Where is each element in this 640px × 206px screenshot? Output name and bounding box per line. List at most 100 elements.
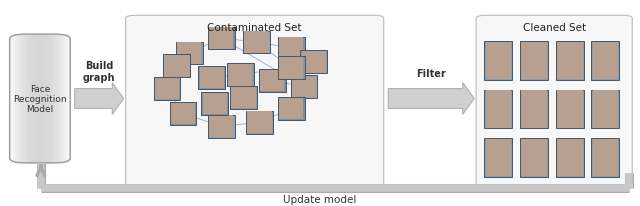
Bar xyxy=(177,43,202,64)
Bar xyxy=(593,91,618,128)
Bar xyxy=(244,32,268,54)
Bar xyxy=(54,35,56,163)
Bar xyxy=(208,115,235,138)
Bar xyxy=(243,32,269,54)
Bar xyxy=(556,90,584,129)
Bar xyxy=(47,35,50,163)
Bar xyxy=(23,35,26,163)
Bar xyxy=(63,35,65,163)
Bar xyxy=(522,42,547,80)
Bar xyxy=(33,35,35,163)
Bar xyxy=(35,35,38,163)
Bar xyxy=(61,35,63,163)
Text: Update model: Update model xyxy=(284,194,356,204)
Bar xyxy=(51,35,52,163)
Bar xyxy=(203,93,227,115)
Bar xyxy=(279,58,303,79)
Bar xyxy=(486,42,511,80)
Bar xyxy=(52,35,54,163)
Text: Cleaned Set: Cleaned Set xyxy=(523,23,586,33)
Bar xyxy=(556,42,584,80)
Bar xyxy=(591,42,620,80)
Bar xyxy=(58,35,60,163)
Bar xyxy=(557,42,582,80)
Bar xyxy=(279,38,303,60)
FancyArrow shape xyxy=(75,83,124,115)
Bar xyxy=(259,70,285,93)
Bar xyxy=(20,35,22,163)
FancyBboxPatch shape xyxy=(476,16,632,188)
Bar xyxy=(40,35,42,163)
Bar xyxy=(484,90,513,129)
FancyBboxPatch shape xyxy=(125,16,384,188)
Bar xyxy=(14,35,17,163)
Bar xyxy=(22,35,24,163)
Text: Build
graph: Build graph xyxy=(83,61,115,82)
Bar xyxy=(209,116,234,137)
Bar xyxy=(591,138,620,177)
Bar xyxy=(154,78,180,101)
Bar xyxy=(227,64,253,87)
Bar xyxy=(171,103,195,125)
Bar xyxy=(209,28,234,50)
Bar xyxy=(28,35,30,163)
Bar xyxy=(34,35,36,163)
Bar xyxy=(198,67,225,90)
Bar xyxy=(557,91,582,128)
Bar xyxy=(593,42,618,80)
Bar xyxy=(208,28,235,50)
Bar xyxy=(232,87,255,109)
FancyArrow shape xyxy=(388,83,474,115)
Bar xyxy=(200,68,224,89)
Text: Contaminated Set: Contaminated Set xyxy=(207,23,302,33)
Bar xyxy=(11,35,13,163)
Bar xyxy=(202,93,228,115)
Bar xyxy=(556,138,584,177)
Bar xyxy=(278,37,305,60)
Bar xyxy=(46,35,48,163)
Bar xyxy=(278,57,305,80)
Bar xyxy=(176,42,203,65)
Bar xyxy=(66,35,68,163)
Bar xyxy=(13,35,15,163)
Bar xyxy=(67,35,69,163)
Bar xyxy=(155,78,179,100)
Bar xyxy=(300,51,327,74)
Bar xyxy=(486,91,511,128)
Bar xyxy=(164,56,189,77)
Bar xyxy=(60,35,62,163)
Bar xyxy=(520,90,548,129)
Bar xyxy=(163,55,190,78)
Bar xyxy=(17,35,19,163)
Bar xyxy=(25,35,27,163)
Bar xyxy=(301,52,326,73)
Bar xyxy=(19,35,21,163)
Bar xyxy=(170,102,196,125)
Bar xyxy=(49,35,51,163)
Bar xyxy=(37,35,39,163)
Bar xyxy=(45,35,47,163)
Bar xyxy=(522,139,547,176)
Bar xyxy=(38,35,40,163)
Bar xyxy=(42,35,44,163)
Bar xyxy=(522,91,547,128)
Bar xyxy=(520,42,548,80)
Bar xyxy=(29,35,31,163)
Bar xyxy=(484,42,513,80)
Bar xyxy=(486,139,511,176)
Bar xyxy=(10,35,12,163)
Bar xyxy=(292,76,316,98)
Bar xyxy=(260,70,284,92)
Text: Filter: Filter xyxy=(417,68,446,78)
Bar xyxy=(64,35,67,163)
Bar xyxy=(278,98,305,120)
Bar xyxy=(484,138,513,177)
Bar xyxy=(31,35,33,163)
Text: Face
Recognition
Model: Face Recognition Model xyxy=(13,84,67,114)
Bar xyxy=(56,35,59,163)
Bar xyxy=(228,65,252,86)
Bar xyxy=(246,111,273,134)
Bar xyxy=(557,139,582,176)
Bar xyxy=(291,76,317,98)
Bar xyxy=(68,35,71,163)
